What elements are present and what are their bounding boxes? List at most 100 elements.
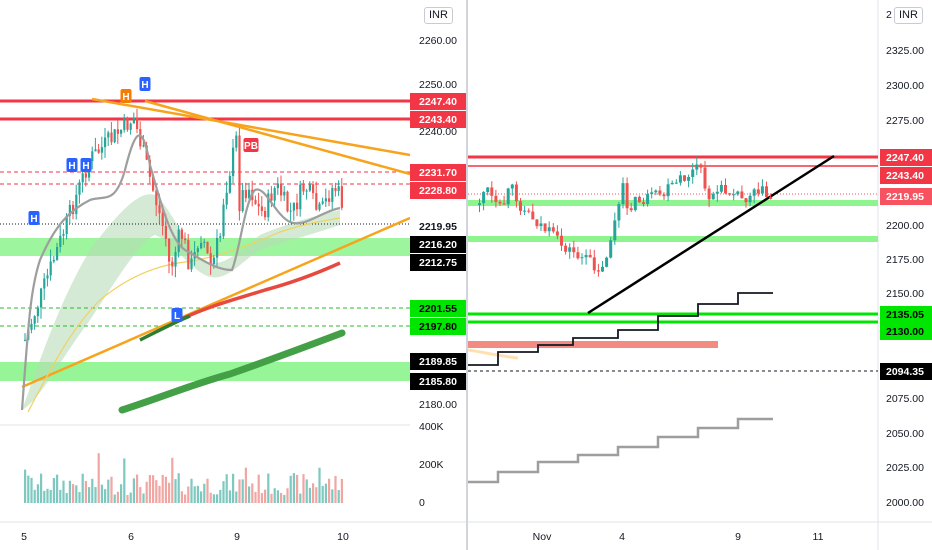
- volume-bar: [273, 488, 276, 503]
- candle-body: [257, 203, 260, 207]
- candle-body: [248, 189, 251, 199]
- volume-bar: [171, 457, 174, 503]
- volume-bar: [184, 494, 187, 503]
- candle-body: [104, 137, 107, 148]
- volume-bar: [321, 485, 324, 503]
- pivot-marker: [243, 138, 259, 152]
- volume-bar: [107, 479, 110, 503]
- volume-bar: [168, 482, 171, 503]
- candle-body: [560, 235, 563, 246]
- candle-body: [494, 195, 498, 202]
- currency-badge-right[interactable]: INR: [894, 7, 923, 24]
- volume-bar: [312, 483, 315, 503]
- candle-body: [592, 257, 596, 271]
- candle-body: [283, 191, 286, 196]
- time-axis-label: Nov: [533, 531, 552, 543]
- volume-bar: [318, 467, 321, 503]
- candle-body: [276, 183, 279, 189]
- price-tag: [880, 188, 932, 205]
- candle-body: [547, 227, 551, 232]
- pivot-marker-label: H: [68, 161, 75, 172]
- volume-bar: [91, 478, 94, 503]
- candle-body: [609, 240, 613, 258]
- volume-bar: [27, 475, 30, 503]
- volume-bar: [142, 493, 145, 503]
- candle-body: [68, 204, 71, 216]
- volume-bar: [174, 479, 177, 503]
- ma-dark-green: [139, 314, 191, 342]
- step-line-black: [468, 292, 773, 366]
- price-tag: [410, 353, 466, 370]
- candle-body: [228, 176, 231, 193]
- price-tag: [880, 149, 932, 166]
- volume-bar: [104, 489, 107, 503]
- volume-bar: [209, 492, 212, 503]
- ma-yellow: [27, 217, 341, 413]
- left-chart-canvas[interactable]: HH HHHLPB2260.002250.002240.002180.00400K…: [0, 0, 466, 550]
- faded-band: [468, 348, 519, 360]
- candle-body: [699, 164, 703, 168]
- candle-body: [244, 190, 247, 199]
- candle-body: [760, 186, 764, 194]
- price-tag-label: 2216.20: [419, 239, 457, 251]
- candle-body: [564, 245, 568, 252]
- volume-bar: [116, 491, 119, 503]
- price-tag: [880, 363, 932, 380]
- candle-body: [334, 188, 337, 192]
- candle-body: [580, 257, 584, 259]
- volume-bar: [33, 489, 36, 503]
- candle-body: [184, 238, 187, 241]
- candle-body: [113, 129, 116, 143]
- candle-body: [75, 194, 78, 215]
- price-tag: [880, 323, 932, 340]
- candle-body: [43, 278, 46, 289]
- candle-body: [621, 183, 625, 205]
- volume-bar: [283, 494, 286, 503]
- volume-bar: [136, 474, 139, 503]
- candle-body: [190, 258, 193, 270]
- volume-bar: [43, 490, 46, 503]
- left-chart-pane[interactable]: H H H H H L PB 2260.00 2250.00 2240.00 2180.00 400K…: [0, 0, 466, 550]
- candle-body: [572, 247, 576, 253]
- volume-bar: [328, 478, 331, 503]
- candle-body: [703, 167, 707, 189]
- step-line-grey: [468, 417, 773, 484]
- right-chart-canvas[interactable]: 22325.002300.002275.002250.002200.002175…: [468, 0, 932, 550]
- candle-body: [568, 247, 572, 252]
- price-tag-label: 2189.85: [419, 356, 457, 368]
- volume-bar: [100, 484, 103, 503]
- volume-bar: [132, 478, 135, 503]
- candle-body: [296, 202, 299, 210]
- volume-bar: [264, 489, 267, 503]
- volume-axis-label: 200K: [419, 459, 444, 471]
- candle-body: [711, 193, 715, 200]
- price-tag-label: 2231.70: [419, 167, 457, 179]
- price-tag-label: 2243.40: [886, 170, 924, 182]
- candle-body: [486, 187, 490, 193]
- volume-bar: [164, 476, 167, 503]
- volume-bar: [206, 478, 209, 503]
- volume-bar: [251, 483, 254, 503]
- price-axis-label: 2275.00: [886, 115, 924, 127]
- currency-badge-left[interactable]: INR: [424, 7, 453, 24]
- volume-bar: [340, 478, 343, 503]
- candle-body: [719, 184, 723, 192]
- volume-bar: [200, 491, 203, 503]
- candle-body: [30, 323, 33, 330]
- volume-bar: [68, 480, 71, 503]
- price-axis-label: 2325.00: [886, 45, 924, 57]
- candle-body: [617, 204, 621, 221]
- candle-body: [254, 200, 257, 204]
- volume-bar: [260, 493, 263, 503]
- right-chart-pane[interactable]: 22325.002300.002275.002250.002200.002175…: [466, 0, 932, 550]
- support-band-2: [468, 236, 878, 242]
- candle-body: [527, 210, 531, 212]
- candle-body: [732, 194, 736, 196]
- volume-bar: [78, 492, 81, 503]
- candle-body: [482, 192, 486, 204]
- candle-body: [40, 288, 43, 308]
- candle-body: [52, 259, 55, 262]
- volume-bar: [315, 487, 318, 503]
- candle-body: [510, 184, 514, 189]
- volume-bar: [216, 494, 219, 503]
